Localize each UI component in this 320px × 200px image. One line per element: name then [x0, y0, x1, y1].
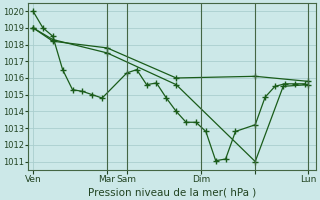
X-axis label: Pression niveau de la mer( hPa ): Pression niveau de la mer( hPa )	[88, 187, 256, 197]
